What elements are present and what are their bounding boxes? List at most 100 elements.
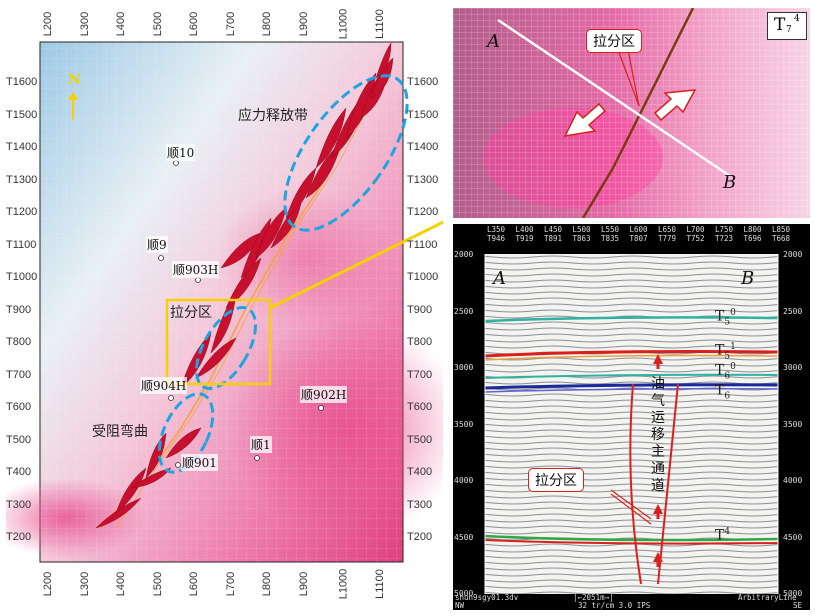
trace-label: T500 [6,433,32,446]
trace-label: T1600 [407,76,439,88]
trace-label: T600 [6,401,32,413]
trace-label: T600 [407,401,433,413]
header-trace: T863 [572,234,591,243]
header-inline: L650 [658,225,677,234]
trace-label: T900 [6,303,32,316]
structure-map: L200 L300 L400 L500 L600 L700 L800 L900 L1000 L11… [0,8,548,608]
flow-arrow-icon [653,354,663,364]
inline-label: L700 [224,11,237,37]
trace-label: T1200 [6,206,38,218]
depth-tick: 3500 [783,419,803,429]
inline-label: L800 [261,11,274,37]
well-label: 顺902H [300,386,348,403]
header-inline: L500 [572,225,591,234]
header-trace: T752 [686,234,705,243]
inline-label: L300 [78,11,91,37]
section-line-ab [497,18,731,178]
extension-arrow-left-icon [563,102,607,137]
header-inline: L550 [601,225,620,234]
trace-label: T1400 [407,141,439,153]
migration-channel-label: 油气运移主通道 [651,376,665,494]
pullapart-highlight-box [165,298,272,386]
inset-pullapart-callout: 拉分区 [586,29,642,53]
header-trace: T891 [544,234,563,243]
trace-label: T800 [6,336,32,348]
horizon-t6-0: T60 [715,362,736,382]
trace-label: T800 [407,336,433,348]
pullapart-ellipse [195,306,257,390]
well-label: 顺9 [146,236,168,253]
header-inline: L850 [772,225,791,234]
horizon-badge: T 7 4 [767,12,807,40]
inline-label: L900 [297,11,310,37]
section-label-b: B [741,268,755,289]
trace-label: T1500 [407,108,439,121]
inline-label: L400 [115,571,128,597]
section-pullapart-callout: 拉分区 [528,468,584,492]
trace-label: T300 [6,498,32,511]
depth-tick: 3500 [454,419,474,429]
footer-mid: 32 tr/cm 3.0 IPS [578,601,651,610]
restraining-bend-ellipse [157,392,215,474]
depth-tick: 5000 [454,589,474,598]
trace-label: T1200 [407,206,439,218]
zone-restraining-label: 受阻弯曲 [92,424,148,440]
depth-tick: 5000 [783,589,803,598]
extension-arrow-right-icon [653,89,697,122]
well-label: 顺1 [250,436,272,453]
trace-label: T1300 [407,173,439,186]
inline-label: L400 [115,11,128,37]
depth-tick: 4500 [454,532,474,542]
depth-tick: 2000 [783,250,803,259]
horizon-t6: T6 [715,382,731,402]
trace-label: T1400 [6,141,38,153]
header-inline: L700 [686,225,705,234]
well-label: 顺10 [166,144,196,161]
inline-label: L200 [42,11,55,37]
inline-label: L1000 [337,8,350,40]
seismic-section-canvas [453,224,810,610]
well-label: 顺904H [140,377,188,394]
footer-scale: |←2051m→| [573,593,614,602]
flow-arrow-icon [653,504,663,514]
north-label: N [68,72,81,88]
depth-tick: 3000 [783,363,803,372]
horizon-t5-0: T50 [715,308,736,328]
inline-label: L1000 [337,568,350,600]
header-inline: L600 [629,225,648,234]
trace-label: T1600 [6,76,38,88]
header-trace: T807 [629,234,648,243]
inline-label: L1100 [373,9,386,39]
header-trace: T779 [658,234,677,243]
trace-label: T1100 [407,238,438,251]
trace-label: T400 [407,466,433,478]
zone-stress-release-label: 应力释放带 [238,108,308,124]
depth-tick: 4000 [454,476,474,485]
trace-label: T200 [407,531,433,543]
header-trace: T946 [487,234,506,243]
depth-tick: 4000 [783,476,803,485]
flow-arrow-icon [653,552,663,562]
trace-label: T1000 [407,271,439,283]
north-arrow-icon [68,92,78,100]
footer-line: ArbitraryLine [738,593,797,602]
header-trace: T919 [515,234,534,243]
depth-tick: 4500 [783,532,803,542]
header-trace: T668 [772,234,791,243]
inline-label: L1100 [373,569,386,599]
inline-label: L200 [42,571,55,597]
trace-label: T500 [407,433,433,446]
inline-label: L500 [151,571,164,597]
trace-label: T700 [407,368,433,381]
trace-label: T200 [6,531,32,543]
inline-label: L700 [224,571,237,597]
header-inline: L750 [715,225,734,234]
horizon-t-4: T4 [715,527,731,544]
zone-pullapart-label: 拉分区 [170,305,212,321]
footer-right: SE [793,601,803,610]
inline-label: L600 [188,11,201,37]
footer-left: NW [455,601,465,610]
trace-label: T1500 [6,108,38,121]
header-inline: L350 [487,225,506,234]
header-trace: T835 [601,234,620,243]
